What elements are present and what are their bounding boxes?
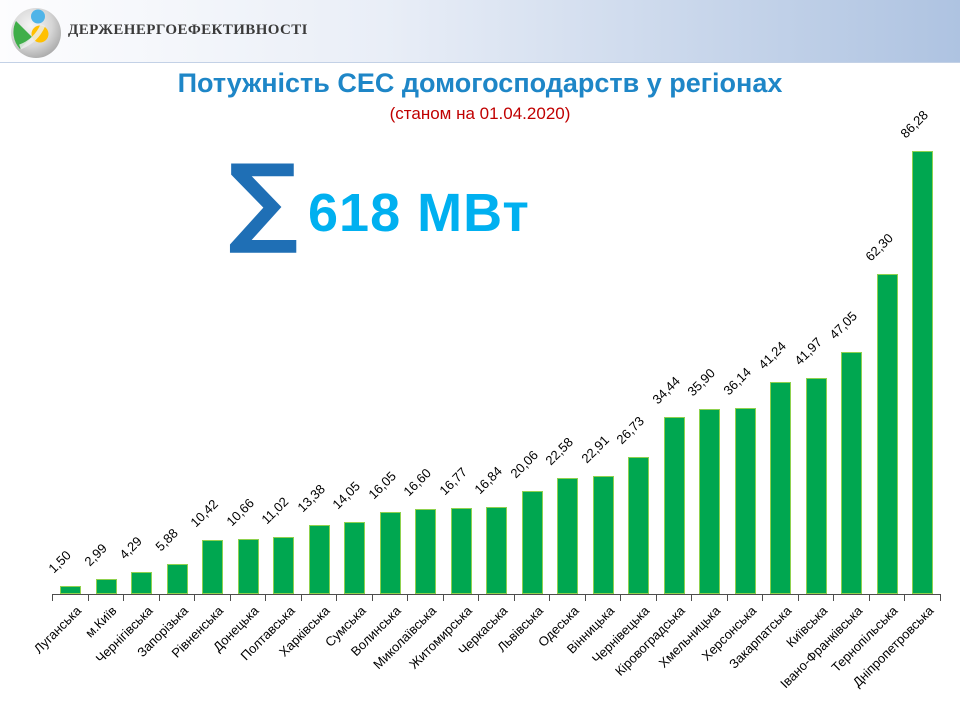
axis-tick	[655, 594, 657, 601]
total-capacity-value: 618 МВт	[308, 183, 530, 243]
axis-tick	[87, 594, 89, 601]
bar	[344, 522, 366, 594]
axis-tick	[584, 594, 586, 601]
axis-tick	[549, 594, 550, 601]
bar	[273, 537, 295, 594]
bar	[486, 507, 508, 594]
bar	[770, 382, 792, 594]
bar	[805, 378, 827, 594]
bar	[521, 491, 543, 594]
axis-tick	[194, 594, 195, 601]
bar	[450, 508, 472, 594]
header-band	[0, 0, 960, 63]
sigma-icon: ∑	[228, 144, 299, 258]
bar	[912, 151, 934, 594]
bar	[308, 525, 330, 594]
axis-tick	[691, 594, 692, 601]
axis-tick	[939, 594, 941, 601]
bar	[841, 352, 863, 594]
axis-tick	[265, 594, 266, 601]
bar	[379, 512, 401, 594]
axis-tick	[904, 594, 905, 601]
axis-tick	[868, 594, 870, 601]
axis-tick	[229, 594, 231, 601]
axis-tick	[158, 594, 160, 601]
axis-tick	[336, 594, 337, 601]
bar	[237, 539, 259, 594]
agency-logo: ДЕРЖЕНЕРГОЕФЕКТИВНОСТІ	[10, 6, 308, 58]
bar	[95, 579, 117, 594]
bar	[734, 408, 756, 594]
bar	[166, 564, 188, 594]
bar	[699, 409, 721, 594]
bar	[202, 540, 224, 594]
logo-text: ДЕРЖЕНЕРГОЕФЕКТИВНОСТІ	[68, 22, 308, 38]
bar	[628, 457, 650, 594]
axis-tick	[833, 594, 834, 601]
axis-tick	[442, 594, 444, 601]
bar	[415, 509, 437, 594]
axis-tick	[478, 594, 479, 601]
slide-subtitle: (станом на 01.04.2020)	[389, 104, 571, 123]
bar	[876, 274, 898, 594]
axis-tick	[52, 594, 53, 601]
axis-tick	[513, 594, 515, 601]
bar	[663, 417, 685, 594]
axis-tick	[300, 594, 302, 601]
axis-tick	[123, 594, 124, 601]
x-axis-line	[52, 594, 941, 595]
axis-tick	[407, 594, 408, 601]
logo-sphere-icon	[11, 8, 61, 58]
bar	[592, 476, 614, 594]
axis-tick	[620, 594, 621, 601]
bar	[131, 572, 153, 594]
axis-tick	[762, 594, 763, 601]
bar	[557, 478, 579, 594]
slide-title: Потужність СЕС домогосподарств у регіона…	[177, 68, 783, 98]
axis-tick	[797, 594, 799, 601]
axis-tick	[371, 594, 373, 601]
bar	[60, 586, 82, 594]
axis-tick	[726, 594, 728, 601]
